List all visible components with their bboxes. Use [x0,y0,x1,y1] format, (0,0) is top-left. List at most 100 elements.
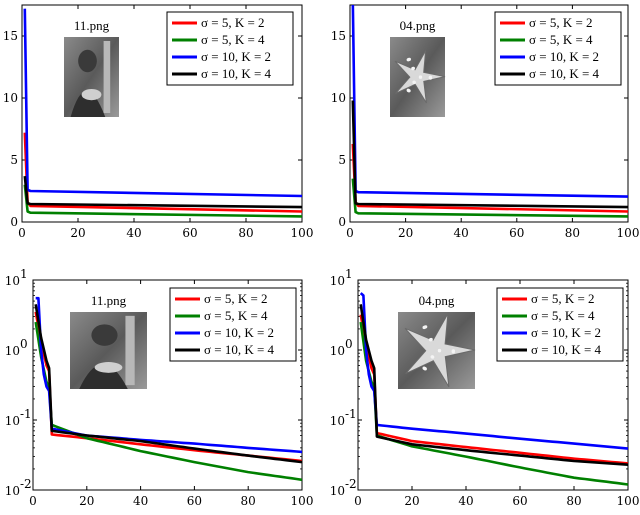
y-tick-label: 15 [3,29,18,43]
x-tick-label: 80 [241,494,256,508]
background-pillar [103,41,111,113]
x-tick-label: 20 [398,226,413,240]
thumbnail-caption: 11.png [74,18,110,33]
x-tick-label: 60 [182,226,197,240]
legend-entry: σ = 5, K = 4 [529,32,593,47]
y-tick-label: 10 [330,484,345,498]
thumbnail-caption: 11.png [91,293,127,308]
x-tick-label: 0 [354,494,362,508]
x-tick-label: 40 [454,226,469,240]
legend-entry: σ = 5, K = 4 [201,32,265,47]
x-tick-label: 100 [291,494,314,508]
legend-entry: σ = 5, K = 4 [531,308,595,323]
y-tick-label: 15 [331,29,346,43]
y-tick-exponent: 0 [345,337,353,351]
y-tick-label: 10 [331,91,346,105]
x-tick-label: 40 [458,494,473,508]
legend-entry: σ = 5, K = 2 [531,291,595,306]
legend-entry: σ = 10, K = 4 [201,66,272,81]
starfish-dot [412,80,416,84]
x-tick-label: 20 [79,494,94,508]
starfish-dot [411,66,415,70]
x-tick-label: 40 [133,494,148,508]
x-tick-label: 0 [18,226,26,240]
series-line--10-k-2 [23,8,302,198]
person-body [70,91,106,117]
legend: σ = 5, K = 2 σ = 5, K = 4 σ = 10, K = 2 σ =… [496,287,624,362]
legend-entry: σ = 10, K = 2 [201,49,271,64]
thumbnail-image [398,312,476,389]
legend-entry: σ = 10, K = 4 [529,66,600,81]
series-group [34,296,302,482]
y-tick-exponent: -2 [345,477,357,491]
legend-entry: σ = 5, K = 2 [204,291,268,306]
series-group [351,5,628,218]
x-tick-label: 0 [29,494,37,508]
y-tick-exponent: 1 [345,267,353,281]
person-hands [81,89,102,101]
starfish-dot [407,57,411,61]
person-body [79,363,128,389]
legend-entry: σ = 10, K = 4 [531,342,602,357]
y-tick-label: 10 [330,414,345,428]
series-line--5-k-2 [359,314,628,465]
legend-entry: σ = 10, K = 4 [204,342,275,357]
starfish-dot [422,366,426,370]
x-tick-label: 40 [126,226,141,240]
series-line--10-k-4 [23,175,302,209]
x-tick-label: 80 [238,226,253,240]
y-tick-label: 0 [338,215,346,229]
thumbnail-image [390,37,446,117]
series-group [23,8,302,218]
x-tick-label: 100 [291,226,314,240]
y-tick-label: 5 [338,153,346,167]
thumbnail-caption: 04.png [400,18,436,33]
y-tick-label: 10 [330,344,345,358]
series-line--10-k-4 [34,304,302,464]
x-tick-label: 20 [70,226,85,240]
starfish-dot [406,88,410,92]
starfish-dot [429,337,433,342]
series-line--10-k-2 [359,292,628,450]
series-line--10-k-4 [351,100,628,209]
x-tick-label: 100 [617,226,640,240]
y-tick-label: 10 [330,274,345,288]
starfish-dot [418,75,423,79]
legend-entry: σ = 10, K = 2 [204,325,274,340]
legend-entry: σ = 5, K = 4 [204,308,268,323]
legend: σ = 5, K = 2 σ = 5, K = 4 σ = 10, K = 2 σ =… [166,11,294,86]
background-pillar [125,315,135,386]
y-tick-exponent: 1 [20,267,28,281]
y-tick-label: 10 [5,484,20,498]
person-head [91,324,118,346]
y-tick-label: 10 [5,414,20,428]
legend: σ = 5, K = 2 σ = 5, K = 4 σ = 10, K = 2 σ =… [494,11,622,86]
y-tick-label: 5 [10,153,18,167]
y-tick-exponent: -2 [20,477,32,491]
legend-entry: σ = 5, K = 2 [529,15,593,30]
legend-entry: σ = 10, K = 2 [531,325,601,340]
series-line--10-k-4 [359,304,628,466]
y-tick-exponent: 0 [20,337,28,351]
y-tick-exponent: -1 [20,407,32,421]
thumbnail-caption: 04.png [419,293,455,308]
thumbnail-image [64,37,119,117]
x-tick-label: 0 [346,226,354,240]
x-tick-label: 60 [512,494,527,508]
x-tick-label: 80 [566,494,581,508]
x-tick-label: 100 [617,494,640,508]
y-tick-exponent: -1 [345,407,357,421]
thumbnail-image [70,312,147,389]
x-tick-label: 20 [404,494,419,508]
y-tick-label: 10 [5,344,20,358]
legend: σ = 5, K = 2 σ = 5, K = 4 σ = 10, K = 2 σ =… [169,287,297,362]
starfish-dot [428,76,432,80]
legend-entry: σ = 10, K = 2 [529,49,599,64]
x-tick-label: 60 [509,226,524,240]
starfish-dot [424,325,428,329]
